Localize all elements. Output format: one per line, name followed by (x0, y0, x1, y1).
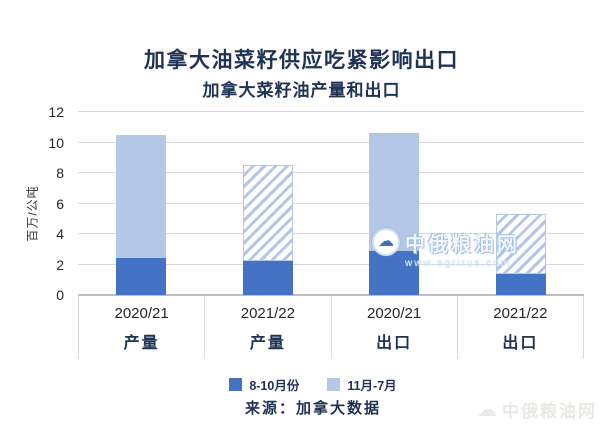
gridline (78, 111, 584, 112)
category-measure-label: 产量 (249, 335, 286, 352)
category-year-label: 2020/21 (367, 305, 422, 322)
gridline (78, 263, 584, 265)
category-year-label: 2021/22 (240, 305, 295, 322)
chart-title: 加拿大油菜籽供应吃紧影响出口 (144, 49, 459, 72)
bar-segment-8-10月份-2021/22-出口 (495, 273, 546, 295)
y-tick-label: 4 (56, 226, 64, 242)
y-tick-label: 12 (48, 104, 64, 120)
legend-label: 11月-7月 (347, 379, 397, 393)
legend-swatch-light (327, 378, 341, 391)
gridline (78, 202, 584, 204)
footer-cloud-icon: ☁ (477, 398, 497, 421)
bar-segment-11月-7月-2021/22-出口 (495, 214, 546, 274)
legend-label: 8-10月份 (249, 379, 300, 393)
x-axis-line (78, 294, 584, 295)
gridline (78, 141, 584, 143)
category-measure-label: 产量 (123, 335, 160, 352)
bar-segment-8-10月份-2021/22-产量 (242, 261, 293, 295)
category-year-label: 2021/22 (493, 305, 548, 322)
category-measure-label: 出口 (376, 335, 413, 352)
plot-area (78, 111, 584, 295)
category-cell: 2021/22 产量 (205, 296, 332, 359)
gridline (78, 172, 584, 173)
category-cell: 2021/22 出口 (458, 296, 584, 359)
bar-segment-8-10月份-2020/21-产量 (116, 258, 167, 295)
bar-segment-11月-7月-2021/22-产量 (242, 165, 293, 262)
bar-segment-11月-7月-2020/21-出口 (369, 133, 420, 251)
category-measure-label: 出口 (502, 335, 539, 352)
footer-logo: ☁ 中俄粮油网 (477, 397, 597, 422)
category-cell: 2020/21 出口 (332, 296, 458, 359)
bar-segment-11月-7月-2020/21-产量 (116, 134, 167, 259)
category-year-label: 2020/21 (114, 305, 169, 322)
source-text: 来源：加拿大数据 (244, 400, 381, 417)
legend-item: 8-10月份 (229, 375, 299, 394)
gridline (78, 233, 584, 234)
x-axis-category-table: 2020/21 产量 2021/22 产量 2020/21 出口 2021/22 出口 (78, 295, 584, 359)
legend-item: 11月-7月 (327, 375, 397, 394)
legend: 8-10月份 11月-7月 (60, 375, 566, 394)
legend-swatch-dark (229, 378, 243, 391)
chart-subtitle: 加拿大菜籽油产量和出口 (202, 81, 401, 100)
y-tick-label: 10 (48, 134, 64, 151)
y-tick-label: 0 (56, 287, 64, 303)
y-tick-label: 2 (56, 256, 64, 273)
y-tick-label: 6 (56, 195, 64, 212)
footer-logo-name: 中俄粮油网 (502, 402, 597, 421)
y-tick-label: 8 (56, 165, 64, 181)
category-cell: 2020/21 产量 (79, 296, 206, 359)
bar-segment-8-10月份-2020/21-出口 (369, 250, 420, 295)
